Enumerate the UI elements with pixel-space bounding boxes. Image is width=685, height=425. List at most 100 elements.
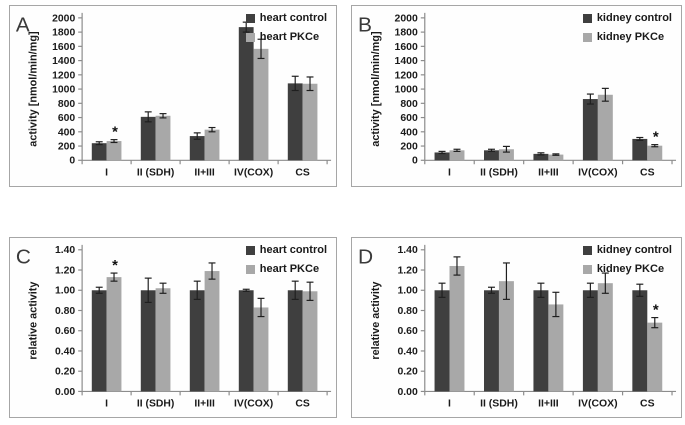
y-tick-label: 400 [400, 127, 418, 138]
x-category-label: II+III [538, 399, 559, 410]
x-category-label: IV(COX) [234, 168, 273, 179]
y-tick-label: 1.40 [55, 245, 75, 256]
bar [548, 154, 564, 161]
bar [498, 149, 514, 161]
bar [548, 304, 564, 392]
legend-swatch-icon [245, 246, 255, 255]
y-axis-title: relative activity [28, 282, 40, 360]
bar [140, 290, 156, 392]
legend: heart control heart PKCe [245, 244, 327, 275]
legend-item: kidney control [582, 13, 672, 24]
y-tick-label: 1.20 [397, 266, 418, 277]
bar [498, 281, 514, 392]
bar [155, 288, 171, 392]
legend-item: kidney control [582, 244, 672, 256]
bar [253, 48, 269, 161]
legend-label: kidney PKCe [596, 263, 665, 275]
y-tick-label: 1200 [395, 70, 418, 81]
panel-letter: D [358, 246, 373, 269]
legend-label: heart control [259, 244, 327, 256]
y-tick-label: 400 [58, 127, 76, 138]
bar [647, 322, 663, 392]
significance-marker: * [112, 258, 118, 274]
y-tick-label: 1000 [395, 85, 418, 96]
legend-label: heart control [259, 12, 327, 24]
legend-label: kidney PKCe [596, 31, 665, 43]
x-category-label: II+III [538, 168, 559, 179]
bar [204, 129, 220, 161]
y-tick-label: 0.40 [397, 346, 418, 357]
y-tick-label: 0 [69, 156, 75, 167]
y-tick-label: 0.00 [55, 387, 75, 398]
legend-label: heart PKCe [259, 263, 320, 275]
legend-item: heart control [245, 244, 327, 256]
legend-swatch-icon [245, 14, 255, 23]
x-category-label: IV(COX) [578, 399, 617, 410]
bar [582, 99, 598, 161]
legend-item: heart control [245, 12, 327, 24]
bar [189, 136, 205, 161]
bar [238, 290, 254, 392]
y-tick-label: 0.80 [55, 306, 75, 317]
bar [597, 283, 613, 392]
x-category-label: II (SDH) [480, 399, 518, 410]
bar [483, 150, 499, 161]
bar [434, 152, 450, 161]
bar [533, 290, 549, 392]
bar [287, 83, 303, 161]
bar [140, 116, 156, 161]
y-tick-label: 1600 [395, 42, 418, 53]
bar [483, 290, 499, 392]
legend-item: kidney PKCe [582, 263, 672, 275]
legend-swatch-icon [582, 265, 592, 274]
y-tick-label: 1.00 [55, 286, 75, 297]
y-tick-label: 1400 [52, 56, 75, 67]
y-tick-label: 800 [400, 99, 418, 110]
x-category-label: II (SDH) [480, 168, 518, 179]
bar [533, 153, 549, 161]
legend: heart control heart PKCe [245, 12, 327, 43]
y-tick-label: 1.00 [397, 286, 418, 297]
bar [582, 290, 598, 392]
bar [449, 150, 465, 161]
legend-swatch-icon [245, 33, 255, 42]
significance-marker: * [112, 125, 118, 141]
y-tick-label: 1800 [395, 28, 418, 39]
legend-item: kidney PKCe [582, 31, 672, 43]
y-tick-label: 1200 [52, 70, 75, 81]
x-category-label: IV(COX) [234, 399, 273, 410]
x-category-label: I [105, 168, 108, 179]
y-axis-title: relative activity [370, 282, 382, 360]
bar [632, 290, 648, 392]
legend-label: kidney control [596, 244, 672, 256]
y-tick-label: 2000 [395, 13, 418, 24]
bar [302, 291, 318, 392]
bar [434, 290, 450, 392]
y-tick-label: 0 [412, 156, 418, 167]
y-tick-label: 0.20 [55, 367, 75, 378]
legend: kidney control kidney PKCe [582, 244, 672, 275]
bar [189, 290, 205, 392]
bar [597, 94, 613, 161]
legend-label: heart PKCe [259, 31, 320, 43]
y-tick-label: 0.60 [397, 326, 418, 337]
y-tick-label: 200 [400, 142, 418, 153]
y-tick-label: 1800 [52, 28, 75, 39]
bar [449, 265, 465, 392]
y-tick-label: 1600 [52, 42, 75, 53]
significance-marker: * [653, 303, 659, 319]
y-tick-label: 600 [58, 113, 76, 124]
bar [238, 27, 254, 161]
bar [106, 277, 122, 392]
legend-swatch-icon [582, 14, 592, 23]
y-axis-title: activity [nmol/min/mg] [28, 31, 40, 146]
legend: kidney control kidney PKCe [582, 13, 672, 43]
legend-swatch-icon [582, 33, 592, 42]
legend-item: heart PKCe [245, 263, 327, 275]
